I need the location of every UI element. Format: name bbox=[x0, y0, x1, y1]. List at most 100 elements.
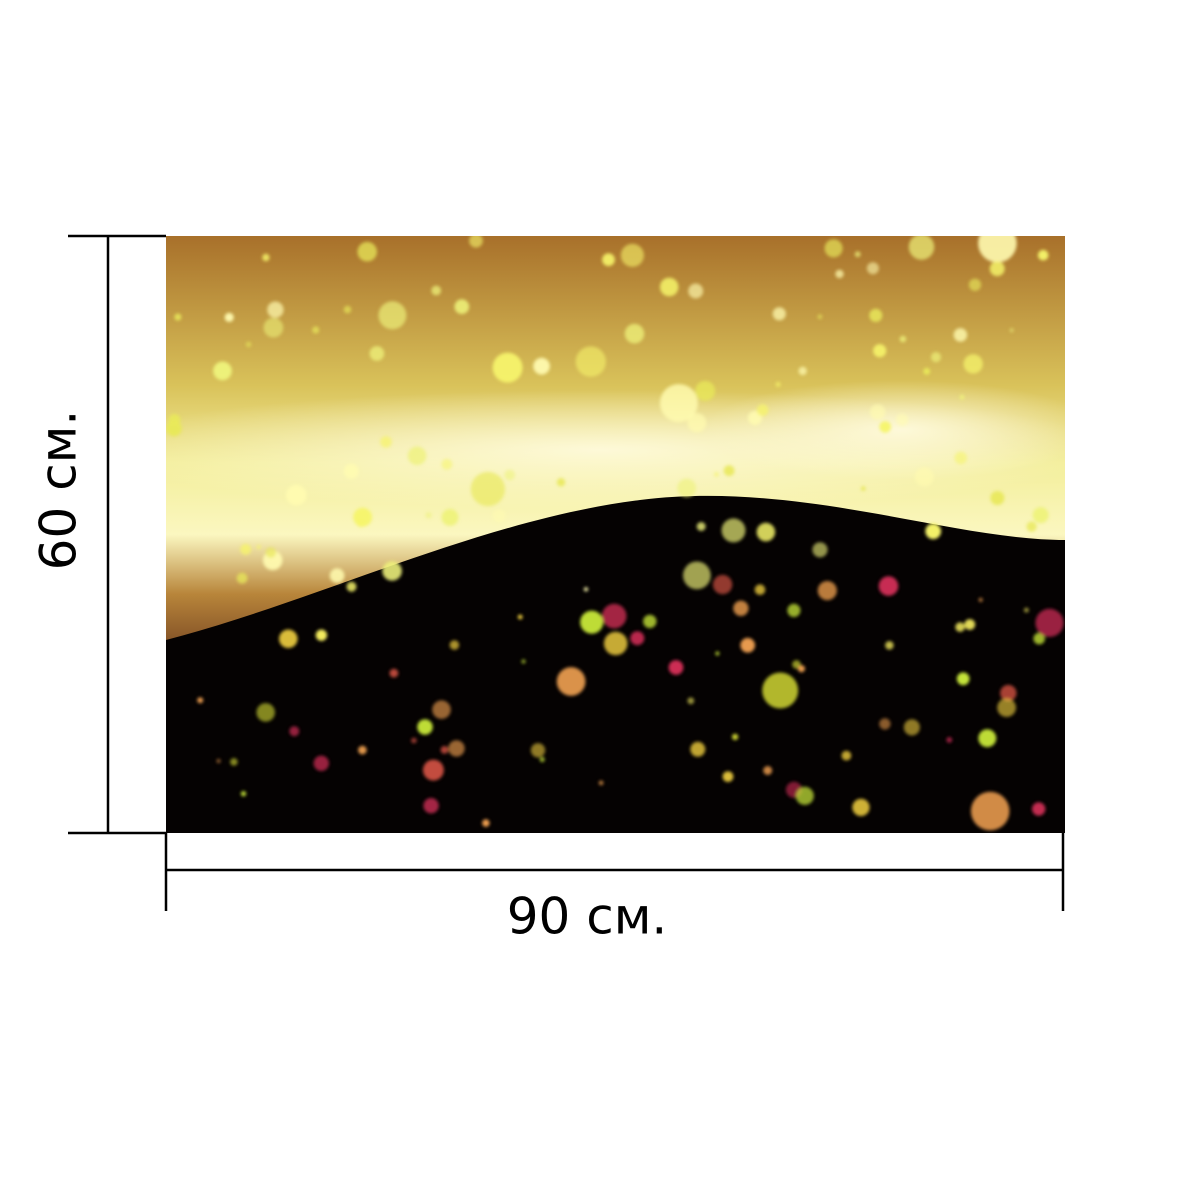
bokeh-dot bbox=[696, 522, 706, 531]
bokeh-dot bbox=[598, 780, 604, 786]
bokeh-dot bbox=[213, 361, 232, 381]
bokeh-dot bbox=[265, 547, 277, 558]
bokeh-dot bbox=[989, 261, 1005, 277]
bokeh-dot bbox=[885, 641, 894, 650]
bokeh-dot bbox=[262, 253, 270, 262]
bokeh-dot bbox=[521, 659, 526, 664]
bokeh-dot bbox=[470, 471, 505, 507]
bokeh-dot bbox=[930, 352, 942, 363]
bokeh-dot bbox=[895, 413, 909, 427]
bokeh-dot bbox=[346, 581, 357, 592]
bokeh-dot bbox=[955, 622, 965, 632]
bokeh-dot bbox=[343, 305, 352, 314]
bokeh-dot bbox=[230, 758, 238, 766]
light-wave bbox=[700, 380, 1065, 480]
bokeh-dot bbox=[449, 640, 460, 650]
bokeh-dot bbox=[313, 755, 329, 771]
bokeh-dot bbox=[963, 354, 983, 374]
bokeh-dot bbox=[731, 733, 739, 741]
bokeh-dot bbox=[454, 299, 470, 315]
bokeh-dot bbox=[407, 446, 427, 466]
bokeh-dot bbox=[197, 697, 204, 704]
bokeh-dot bbox=[715, 651, 720, 656]
bokeh-dot bbox=[492, 352, 523, 383]
bokeh-dot bbox=[787, 603, 801, 618]
bokeh-dot bbox=[978, 729, 997, 748]
bokeh-dot bbox=[740, 637, 756, 653]
bokeh-dot bbox=[369, 346, 385, 361]
bokeh-dot bbox=[224, 312, 234, 322]
bokeh-dot bbox=[1035, 608, 1064, 638]
bokeh-dot bbox=[841, 750, 852, 761]
bokeh-dot bbox=[556, 478, 566, 487]
bokeh-dot bbox=[517, 614, 523, 620]
bokeh-dot bbox=[763, 766, 773, 775]
bokeh-dot bbox=[411, 737, 417, 744]
bokeh-dot bbox=[174, 313, 182, 321]
bokeh-dot bbox=[620, 243, 645, 267]
bokeh-dot bbox=[797, 665, 806, 673]
bokeh-dot bbox=[1009, 328, 1014, 333]
photo bbox=[166, 236, 1065, 833]
bokeh-dot bbox=[285, 484, 307, 506]
bokeh-dot bbox=[556, 667, 586, 696]
bokeh-dot bbox=[1037, 249, 1049, 261]
bokeh-dot bbox=[817, 314, 823, 320]
bokeh-dot bbox=[795, 786, 814, 806]
bokeh-dot bbox=[903, 719, 921, 736]
bokeh-dot bbox=[683, 561, 711, 590]
bokeh-dot bbox=[722, 771, 734, 782]
bokeh-dot bbox=[315, 629, 328, 641]
bokeh-dot bbox=[279, 629, 298, 649]
bokeh-dot bbox=[530, 743, 546, 758]
bokeh-dot bbox=[861, 486, 866, 491]
bokeh-dot bbox=[997, 698, 1016, 717]
bokeh-dot bbox=[1033, 632, 1045, 645]
bokeh-dot bbox=[756, 522, 776, 542]
bokeh-dot bbox=[964, 619, 976, 630]
bokeh-dot bbox=[714, 472, 719, 477]
bokeh-dot bbox=[754, 584, 766, 595]
bokeh-dot bbox=[756, 404, 769, 417]
bokeh-dot bbox=[659, 384, 698, 423]
bokeh-dot bbox=[380, 436, 392, 448]
bokeh-dot bbox=[389, 668, 399, 678]
bokeh-dot bbox=[312, 326, 320, 334]
bokeh-dot bbox=[659, 277, 679, 297]
bokeh-dot bbox=[923, 367, 931, 375]
bokeh-dot bbox=[1023, 607, 1029, 613]
bokeh-dot bbox=[953, 328, 968, 342]
bokeh-dot bbox=[267, 301, 284, 318]
bokeh-dot bbox=[643, 614, 657, 629]
bokeh-dot bbox=[263, 317, 284, 338]
bokeh-dot bbox=[688, 283, 704, 299]
bokeh-dot bbox=[723, 465, 735, 477]
bokeh-dot bbox=[539, 756, 545, 763]
bokeh-dot bbox=[492, 509, 506, 523]
bokeh-dot bbox=[245, 341, 252, 348]
bokeh-dot bbox=[533, 357, 550, 375]
bokeh-dot bbox=[422, 759, 444, 781]
bokeh-dot bbox=[417, 719, 433, 735]
bokeh-dot bbox=[343, 463, 359, 479]
bokeh-dot bbox=[440, 746, 449, 754]
bokeh-dot bbox=[504, 469, 515, 481]
bokeh-dot bbox=[817, 581, 837, 601]
bokeh-dot bbox=[601, 603, 627, 629]
bokeh-dot bbox=[978, 597, 983, 603]
bokeh-dot bbox=[329, 568, 345, 584]
bokeh-dot bbox=[690, 741, 706, 757]
bokeh-dot bbox=[357, 519, 365, 528]
bokeh-dot bbox=[946, 737, 953, 743]
width-label: 90 см. bbox=[507, 888, 668, 946]
bokeh-dot bbox=[762, 672, 799, 709]
bokeh-dot bbox=[695, 380, 716, 401]
bokeh-dot bbox=[432, 700, 451, 719]
bokeh-dot bbox=[378, 301, 407, 330]
bokeh-dot bbox=[482, 819, 490, 827]
bokeh-dot bbox=[677, 478, 697, 498]
bokeh-dot bbox=[624, 323, 645, 344]
bokeh-dot bbox=[357, 241, 378, 262]
